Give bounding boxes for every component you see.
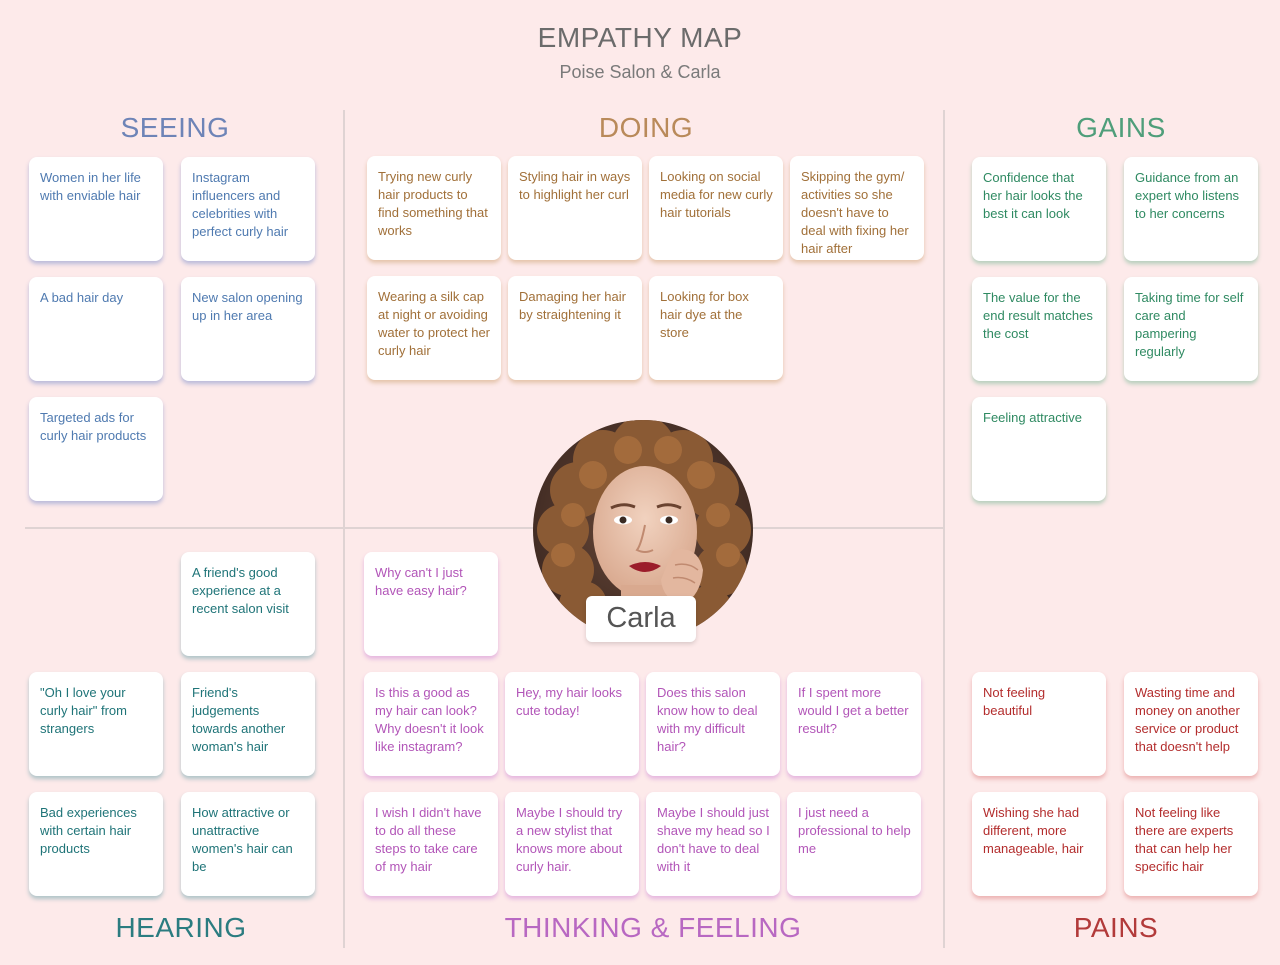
- thinking-note: Why can't I just have easy hair?: [364, 552, 498, 656]
- section-title-gains: GAINS: [1076, 112, 1166, 143]
- doing-note: Styling hair in ways to highlight her cu…: [508, 156, 642, 260]
- gains-note: The value for the end result matches the…: [972, 277, 1106, 381]
- seeing-note: Women in her life with enviable hair: [29, 157, 163, 261]
- divider-middle: [25, 527, 943, 529]
- thinking-note: Is this a good as my hair can look? Why …: [364, 672, 498, 776]
- divider-left: [343, 110, 345, 948]
- doing-note: Trying new curly hair products to find s…: [367, 156, 501, 260]
- hearing-note: A friend's good experience at a recent s…: [181, 552, 315, 656]
- thinking-note: Hey, my hair looks cute today!: [505, 672, 639, 776]
- page-subtitle: Poise Salon & Carla: [559, 62, 721, 82]
- section-title-pains: PAINS: [1073, 912, 1159, 943]
- thinking-note: Maybe I should just shave my head so I d…: [646, 792, 780, 896]
- gains-note: Taking time for self care and pampering …: [1124, 277, 1258, 381]
- persona-name: Carla: [586, 596, 696, 642]
- seeing-note: A bad hair day: [29, 277, 163, 381]
- pains-note: Not feeling beautiful: [972, 672, 1106, 776]
- thinking-note: Maybe I should try a new stylist that kn…: [505, 792, 639, 896]
- doing-note: Looking for box hair dye at the store: [649, 276, 783, 380]
- gains-note: Feeling attractive: [972, 397, 1106, 501]
- page-title: EMPATHY MAP: [537, 22, 743, 53]
- thinking-note: I wish I didn't have to do all these ste…: [364, 792, 498, 896]
- section-title-doing: DOING: [598, 112, 694, 143]
- doing-note: Skipping the gym/ activities so she does…: [790, 156, 924, 260]
- pains-note: Wasting time and money on another servic…: [1124, 672, 1258, 776]
- thinking-note: I just need a professional to help me: [787, 792, 921, 896]
- thinking-note: Does this salon know how to deal with my…: [646, 672, 780, 776]
- gains-note: Guidance from an expert who listens to h…: [1124, 157, 1258, 261]
- thinking-note: If I spent more would I get a better res…: [787, 672, 921, 776]
- seeing-note: New salon opening up in her area: [181, 277, 315, 381]
- pains-note: Wishing she had different, more manageab…: [972, 792, 1106, 896]
- hearing-note: How attractive or unattractive women's h…: [181, 792, 315, 896]
- doing-note: Looking on social media for new curly ha…: [649, 156, 783, 260]
- doing-note: Damaging her hair by straightening it: [508, 276, 642, 380]
- hearing-note: Friend's judgements towards another woma…: [181, 672, 315, 776]
- section-title-seeing: SEEING: [120, 112, 230, 143]
- gains-note: Confidence that her hair looks the best …: [972, 157, 1106, 261]
- section-title-hearing: HEARING: [115, 912, 247, 943]
- hearing-note: "Oh I love your curly hair" from strange…: [29, 672, 163, 776]
- seeing-note: Instagram influencers and celebrities wi…: [181, 157, 315, 261]
- divider-right: [943, 110, 945, 948]
- hearing-note: Bad experiences with certain hair produc…: [29, 792, 163, 896]
- seeing-note: Targeted ads for curly hair products: [29, 397, 163, 501]
- doing-note: Wearing a silk cap at night or avoiding …: [367, 276, 501, 380]
- pains-note: Not feeling like there are experts that …: [1124, 792, 1258, 896]
- section-title-thinking-feeling: THINKING & FEELING: [504, 912, 802, 943]
